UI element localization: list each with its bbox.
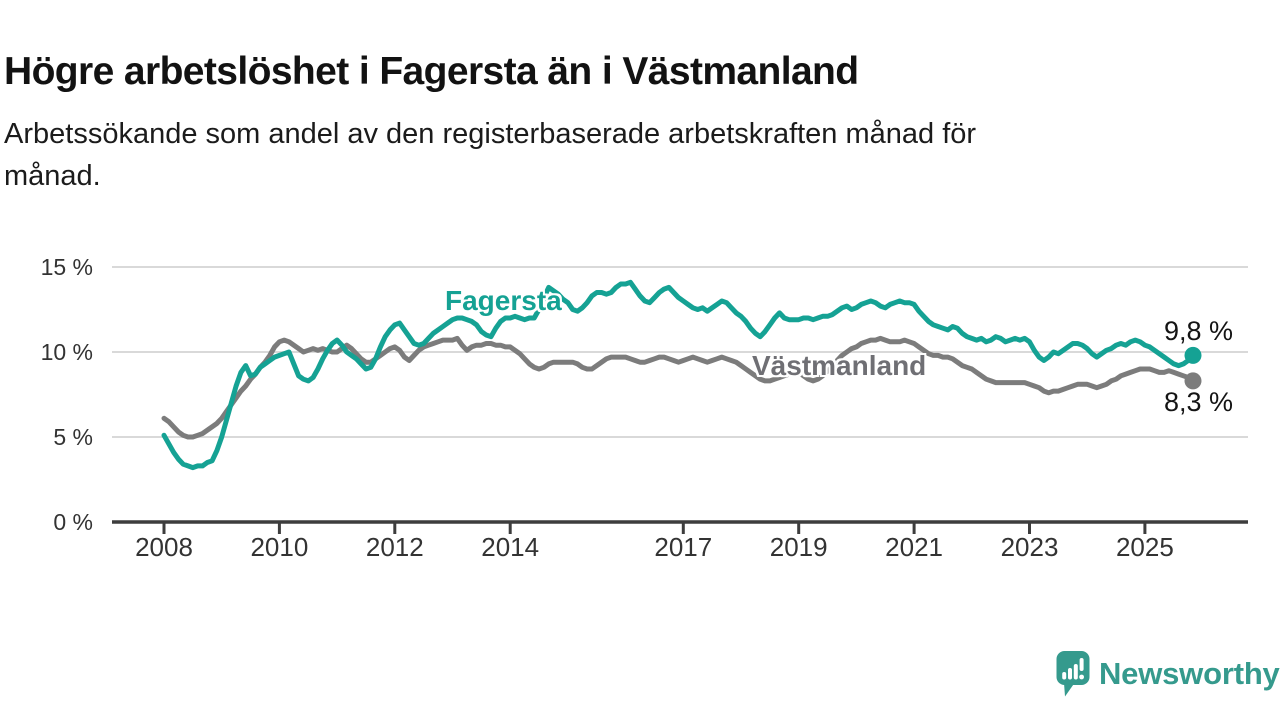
chart-title: Högre arbetslöshet i Fagersta än i Västm…	[4, 50, 859, 94]
chart-subtitle-line-1: Arbetssökande som andel av den registerb…	[4, 118, 977, 150]
fagersta-line	[161, 279, 1196, 471]
vastmanland-line	[161, 335, 1196, 440]
vastmanland-series-label: Västmanland	[752, 350, 927, 381]
fagersta-end-dot	[1184, 346, 1202, 364]
fagersta-end-value-label: 9,8 %	[1164, 316, 1234, 346]
vastmanland-end-value-label: 8,3 %	[1164, 387, 1234, 417]
chart-subtitle-line-2: månad.	[4, 160, 101, 193]
newsworthy-logo-icon	[1056, 651, 1090, 697]
newsworthy-logo: Newsworthy	[1056, 648, 1280, 700]
vastmanland-end-dot	[1184, 372, 1202, 390]
chart-subtitle: Arbetssökande som andel av den registerb…	[4, 113, 1204, 197]
newsworthy-brand-name: Newsworthy	[1099, 656, 1280, 691]
fagersta-series-label: Fagersta	[445, 285, 562, 316]
